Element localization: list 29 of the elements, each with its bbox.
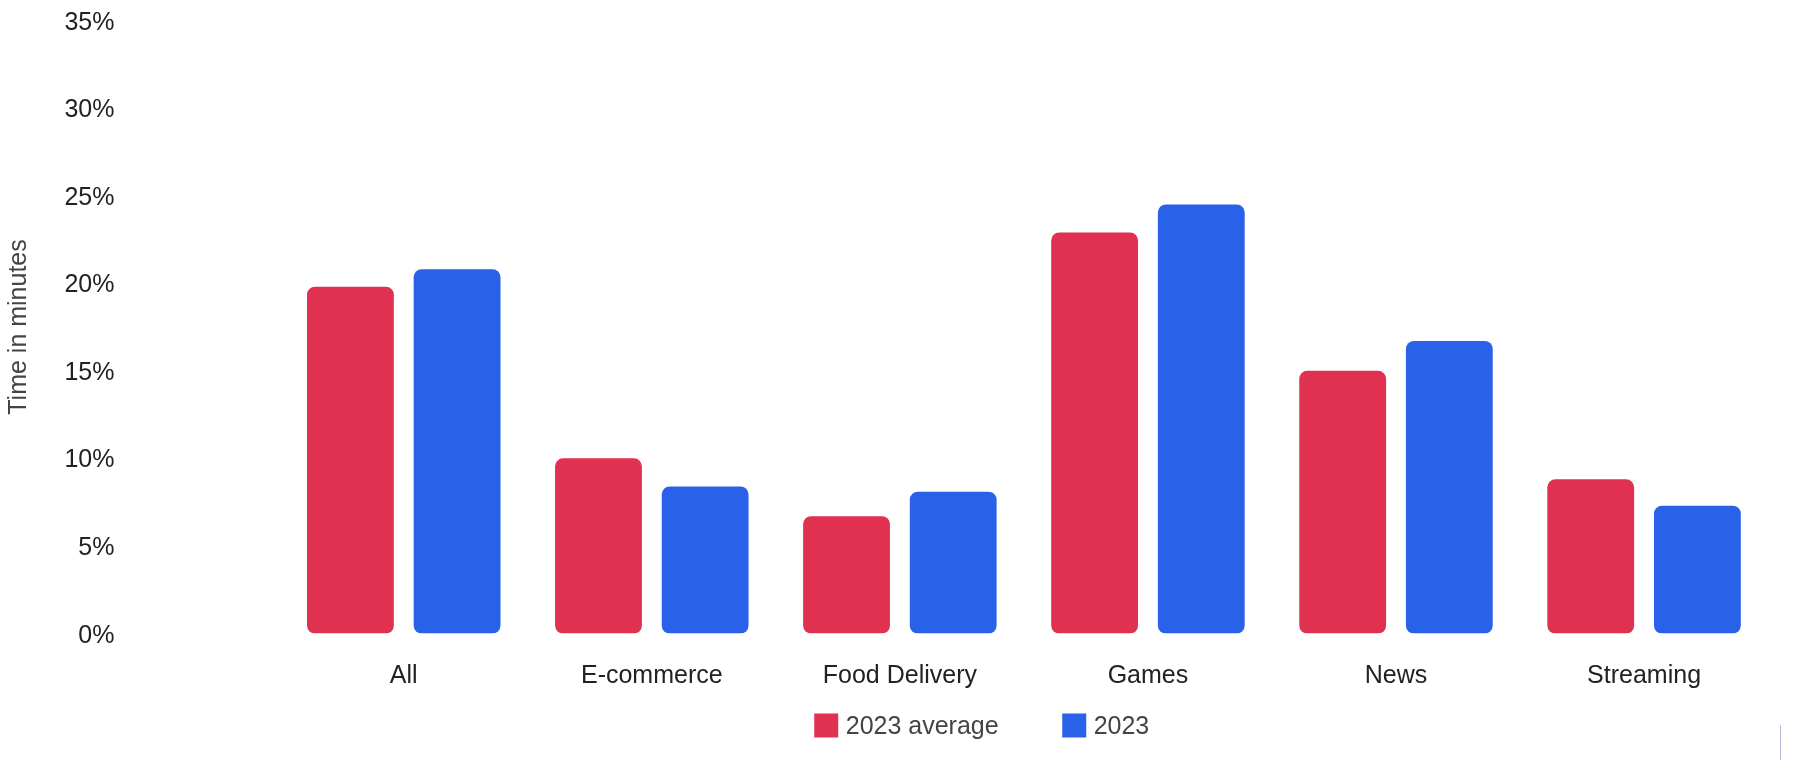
bar xyxy=(1299,370,1387,634)
y-tick-label: 10% xyxy=(64,444,115,473)
legend-label: 2023 xyxy=(1093,710,1150,740)
y-tick-label: 25% xyxy=(64,181,115,210)
y-axis-title: Time in minutes xyxy=(3,239,32,415)
x-tick-label: Food Delivery xyxy=(822,659,978,688)
x-tick-label: E-commerce xyxy=(580,659,723,688)
x-tick-label: News xyxy=(1364,659,1428,688)
bar xyxy=(1547,479,1635,634)
y-tick-label: 30% xyxy=(64,94,115,123)
bar xyxy=(307,286,394,634)
bar xyxy=(413,269,501,634)
bar xyxy=(1405,341,1493,634)
y-tick-label: 35% xyxy=(64,6,115,35)
y-tick-label: 0% xyxy=(78,619,115,648)
bar xyxy=(1051,232,1139,634)
y-tick-label: 20% xyxy=(64,269,115,298)
bar xyxy=(661,486,749,634)
x-tick-label: Games xyxy=(1107,659,1189,688)
bar xyxy=(1653,505,1741,634)
bar xyxy=(803,516,890,634)
bar xyxy=(1157,204,1245,634)
x-tick-label: All xyxy=(389,659,418,688)
bar xyxy=(555,458,642,634)
y-tick-label: 15% xyxy=(64,356,115,385)
x-tick-label: Streaming xyxy=(1587,659,1702,688)
bar xyxy=(909,491,997,634)
legend-label: 2023 average xyxy=(845,710,999,740)
y-tick-label: 5% xyxy=(78,531,115,560)
